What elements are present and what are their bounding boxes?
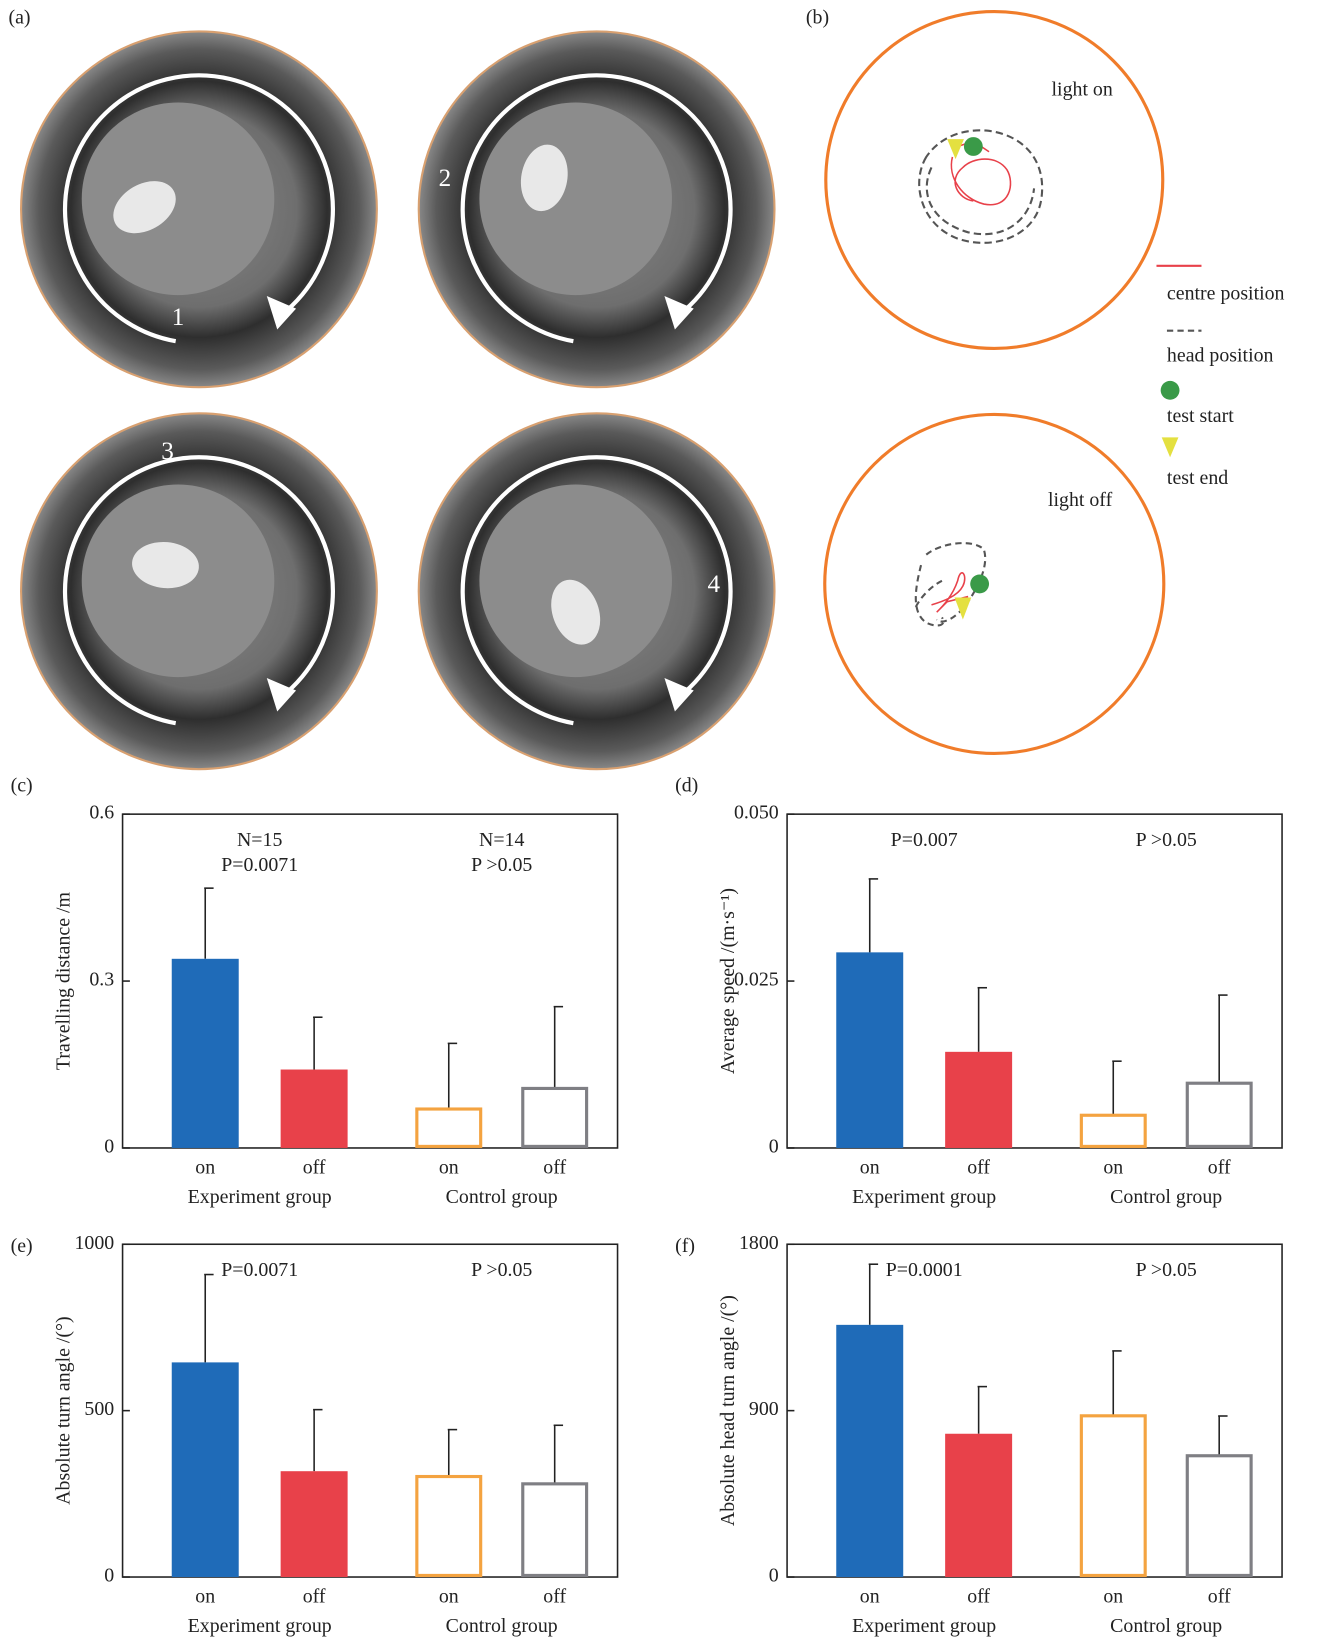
photo-number: 4 <box>708 571 721 598</box>
panel-label: (c) <box>11 775 33 797</box>
plot-label: light on <box>1052 79 1113 101</box>
y-tick-label: 0.025 <box>734 969 779 991</box>
y-tick-label: 1800 <box>739 1232 779 1254</box>
bar <box>523 1484 587 1576</box>
panel-label: (a) <box>9 6 31 28</box>
legend-label: centre position <box>1167 283 1285 305</box>
panel-label: (d) <box>675 775 698 797</box>
legend-label: test start <box>1167 405 1234 427</box>
bar <box>1081 1115 1145 1146</box>
annotation: P=0.0071 <box>221 1259 298 1281</box>
bar <box>1187 1083 1251 1146</box>
annotation: P=0.0001 <box>886 1259 963 1281</box>
legend-swatch <box>1161 381 1180 400</box>
bar <box>172 1362 239 1577</box>
annotation: P >0.05 <box>471 1259 532 1281</box>
bar <box>945 1052 1012 1148</box>
group-label: Experiment group <box>188 1615 332 1637</box>
annotation: P >0.05 <box>1136 1259 1197 1281</box>
bar <box>417 1477 481 1576</box>
x-tick-label: off <box>303 1586 326 1608</box>
annotation: P=0.0071 <box>221 854 298 876</box>
bar <box>836 952 903 1148</box>
group-label: Experiment group <box>852 1615 996 1637</box>
bar <box>172 959 239 1148</box>
y-tick-label: 0 <box>769 1136 779 1158</box>
annotation: P >0.05 <box>471 854 532 876</box>
legend-swatch <box>1162 437 1179 457</box>
legend-label: test end <box>1167 467 1228 489</box>
start-marker <box>970 575 989 594</box>
annotation: N=15 <box>237 829 282 851</box>
y-tick-label: 0.6 <box>89 802 114 824</box>
bar <box>836 1325 903 1577</box>
legend-label: head position <box>1167 344 1274 366</box>
y-tick-label: 0.3 <box>89 969 114 991</box>
end-marker <box>955 598 972 620</box>
bar <box>523 1088 587 1146</box>
panel-label: (e) <box>11 1235 33 1257</box>
start-marker <box>964 137 983 156</box>
x-tick-label: on <box>860 1586 880 1608</box>
x-tick-label: off <box>1208 1156 1231 1178</box>
bar <box>281 1070 348 1148</box>
photo-number: 1 <box>172 304 185 331</box>
bar <box>1081 1416 1145 1576</box>
photo-number: 3 <box>161 438 174 465</box>
y-tick-label: 900 <box>749 1398 779 1420</box>
photo-platform <box>82 103 275 296</box>
panel-label: (b) <box>806 6 829 28</box>
x-tick-label: on <box>439 1586 459 1608</box>
y-tick-label: 0.050 <box>734 802 779 824</box>
y-axis-label: Absolute head turn angle /(°) <box>717 1295 739 1526</box>
group-label: Control group <box>446 1615 558 1637</box>
x-tick-label: off <box>967 1156 990 1178</box>
annotation: P=0.007 <box>891 829 958 851</box>
photo-platform <box>479 103 672 296</box>
x-tick-label: on <box>1103 1156 1123 1178</box>
y-tick-label: 0 <box>769 1565 779 1587</box>
arena <box>826 12 1163 349</box>
x-tick-label: off <box>303 1156 326 1178</box>
y-tick-label: 1000 <box>74 1232 114 1254</box>
arena <box>825 414 1164 753</box>
bar <box>1187 1456 1251 1576</box>
photo-number: 2 <box>439 165 452 192</box>
group-label: Experiment group <box>188 1186 332 1208</box>
group-label: Experiment group <box>852 1186 996 1208</box>
group-label: Control group <box>446 1186 558 1208</box>
x-tick-label: off <box>1208 1586 1231 1608</box>
bar <box>945 1434 1012 1577</box>
figure: (a) (b) 1 2 3 4 light on light off centre posi… <box>0 0 1323 1644</box>
plot-label: light off <box>1048 489 1113 511</box>
y-axis-label: Travelling distance /m <box>53 891 75 1070</box>
bar <box>281 1471 348 1577</box>
x-tick-label: on <box>195 1586 215 1608</box>
y-tick-label: 0 <box>104 1565 114 1587</box>
end-marker <box>947 139 964 159</box>
y-tick-label: 500 <box>84 1398 114 1420</box>
x-tick-label: off <box>543 1156 566 1178</box>
panel-label: (f) <box>675 1235 695 1257</box>
y-axis-label: Absolute turn angle /(°) <box>53 1316 75 1504</box>
x-tick-label: off <box>543 1586 566 1608</box>
x-tick-label: off <box>967 1586 990 1608</box>
annotation: N=14 <box>479 829 524 851</box>
x-tick-label: on <box>195 1156 215 1178</box>
bar <box>417 1109 481 1146</box>
group-label: Control group <box>1110 1615 1222 1637</box>
annotation: P >0.05 <box>1136 829 1197 851</box>
y-tick-label: 0 <box>104 1136 114 1158</box>
x-tick-label: on <box>1103 1586 1123 1608</box>
x-tick-label: on <box>439 1156 459 1178</box>
x-tick-label: on <box>860 1156 880 1178</box>
group-label: Control group <box>1110 1186 1222 1208</box>
